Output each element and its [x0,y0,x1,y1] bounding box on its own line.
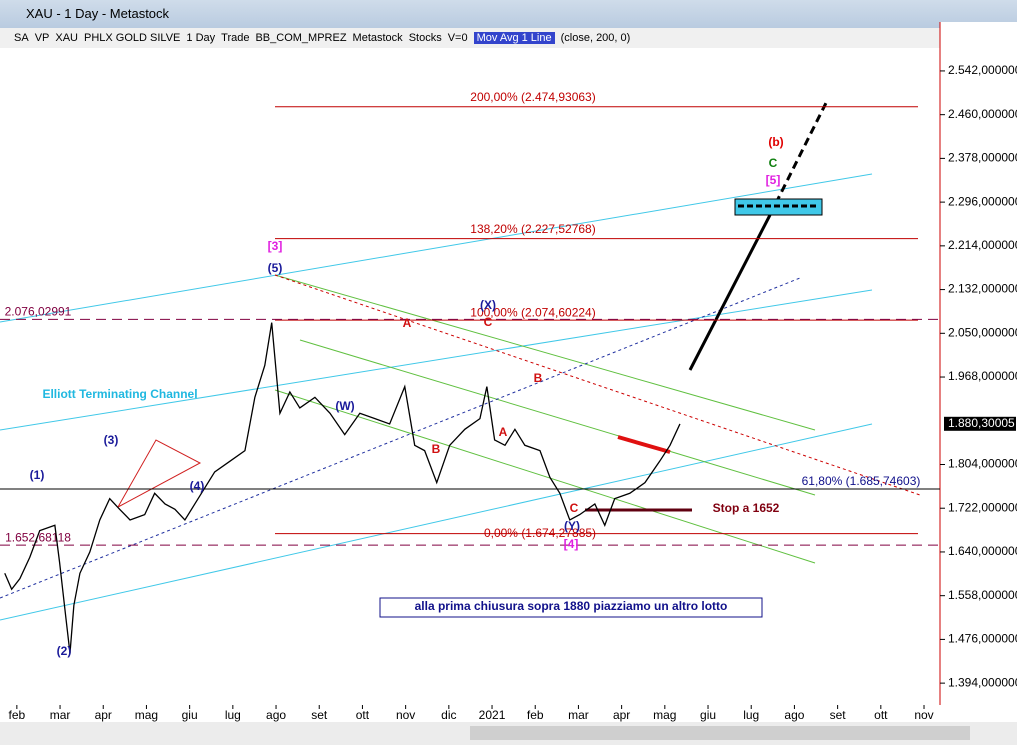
x-tick-label: mag [653,708,676,722]
toolbar-item[interactable]: (close, 200, 0) [560,32,631,44]
level-label: 1.652,68118 [5,530,71,544]
x-tick-label: feb [527,708,544,722]
plot-bg [0,48,940,705]
annotation: Stop a 1652 [713,501,780,515]
y-tick-label: 1.394,000000 [948,675,1017,689]
x-tick-label: mar [568,708,589,722]
toolbar-item[interactable]: 1 Day [186,32,216,44]
annotation: (b) [768,135,783,149]
x-tick-label: nov [396,708,415,722]
y-tick-label: 2.132,000000 [948,282,1017,296]
x-tick-label: lug [225,708,241,722]
annotation: (W) [335,399,354,413]
x-tick-label: ago [784,708,804,722]
title-bar: XAU - 1 Day - Metastock [0,0,1017,28]
x-tick-label: set [830,708,847,722]
last-value-label: 1.880,30005 [948,416,1015,430]
y-tick-label: 1.722,000000 [948,500,1017,514]
x-tick-label: giu [700,708,716,722]
toolbar-item[interactable]: V=0 [447,32,468,44]
x-tick-label: feb [9,708,26,722]
last-value-box [944,416,1016,431]
toolbar: SA VP XAU PHLX GOLD SILVE 1 Day Trade BB_COM_M… [0,28,1017,48]
annotation: A [403,316,412,330]
annotation: A [499,425,508,439]
toolbar-item[interactable]: Stocks [408,32,442,44]
y-tick-label: 1.558,000000 [948,588,1017,602]
annotation: [3] [268,239,283,253]
toolbar-item[interactable]: SA [14,32,29,44]
x-tick-label: nov [914,708,933,722]
x-tick-label: ott [874,708,888,722]
annotation: (1) [30,468,45,482]
scroll-thumb[interactable] [470,726,970,740]
x-tick-label: giu [182,708,198,722]
toolbar-item[interactable]: Trade [221,32,250,44]
y-tick-label: 2.214,000000 [948,238,1017,252]
toolbar-item[interactable]: BB_COM_MPREZ [255,32,347,44]
annotation: C [769,156,778,170]
annotation: B [432,442,441,456]
annotation: 61,80% (1.685,74603) [802,474,921,488]
annotation: [5] [766,173,781,187]
toolbar-item[interactable]: VP [34,32,50,44]
axis-bg [940,22,1017,722]
annotation: B [534,371,543,385]
level-label: 2.076,02991 [5,305,72,319]
x-tick-label: ago [266,708,286,722]
x-axis-bg [0,705,1017,722]
annotation: C [484,315,493,329]
level-label: 138,20% (2.227,52768) [470,222,595,236]
x-tick-label: lug [743,708,759,722]
y-tick-label: 2.542,000000 [948,63,1017,77]
annotation: Elliott Terminating Channel [42,387,197,401]
x-tick-label: apr [613,708,630,722]
x-tick-label: 2021 [479,708,506,722]
annotation: alla prima chiusura sopra 1880 piazziamo… [415,599,728,613]
level-label: 100,00% (2.074,60224) [470,305,595,319]
y-tick-label: 2.460,000000 [948,107,1017,121]
y-tick-label: 1.640,000000 [948,544,1017,558]
x-tick-label: dic [441,708,456,722]
y-tick-label: 2.378,000000 [948,151,1017,165]
x-tick-label: mar [50,708,71,722]
y-tick-label: 2.050,000000 [948,325,1017,339]
annotation: (4) [190,479,205,493]
annotation: (Y) [564,519,580,533]
window-title: XAU - 1 Day - Metastock [26,6,170,21]
trendlines [0,102,940,621]
annotation: (X) [480,298,496,312]
x-tick-label: apr [95,708,112,722]
toolbar-item[interactable]: Metastock [352,32,403,44]
x-tick-label: mag [135,708,158,722]
y-tick-label: 2.296,000000 [948,194,1017,208]
y-tick-label: 1.476,000000 [948,632,1017,646]
toolbar-item[interactable]: PHLX GOLD SILVE [84,32,181,44]
annotation: (3) [104,433,119,447]
level-label: 200,00% (2.474,93063) [470,90,595,104]
annotation: (2) [57,644,72,658]
annotation: C [570,501,579,515]
price-line [4,322,681,654]
level-label: 0,00% (1.674,27885) [484,526,596,540]
x-tick-label: ott [356,708,370,722]
annotation: [4] [564,537,579,551]
y-tick-label: 1.968,000000 [948,369,1017,383]
toolbar-item[interactable]: Mov Avg 1 Line [473,32,555,44]
y-tick-label: 1.804,000000 [948,457,1017,471]
annotation: (5) [268,261,283,275]
x-tick-label: set [311,708,328,722]
toolbar-item[interactable]: XAU [55,32,78,44]
